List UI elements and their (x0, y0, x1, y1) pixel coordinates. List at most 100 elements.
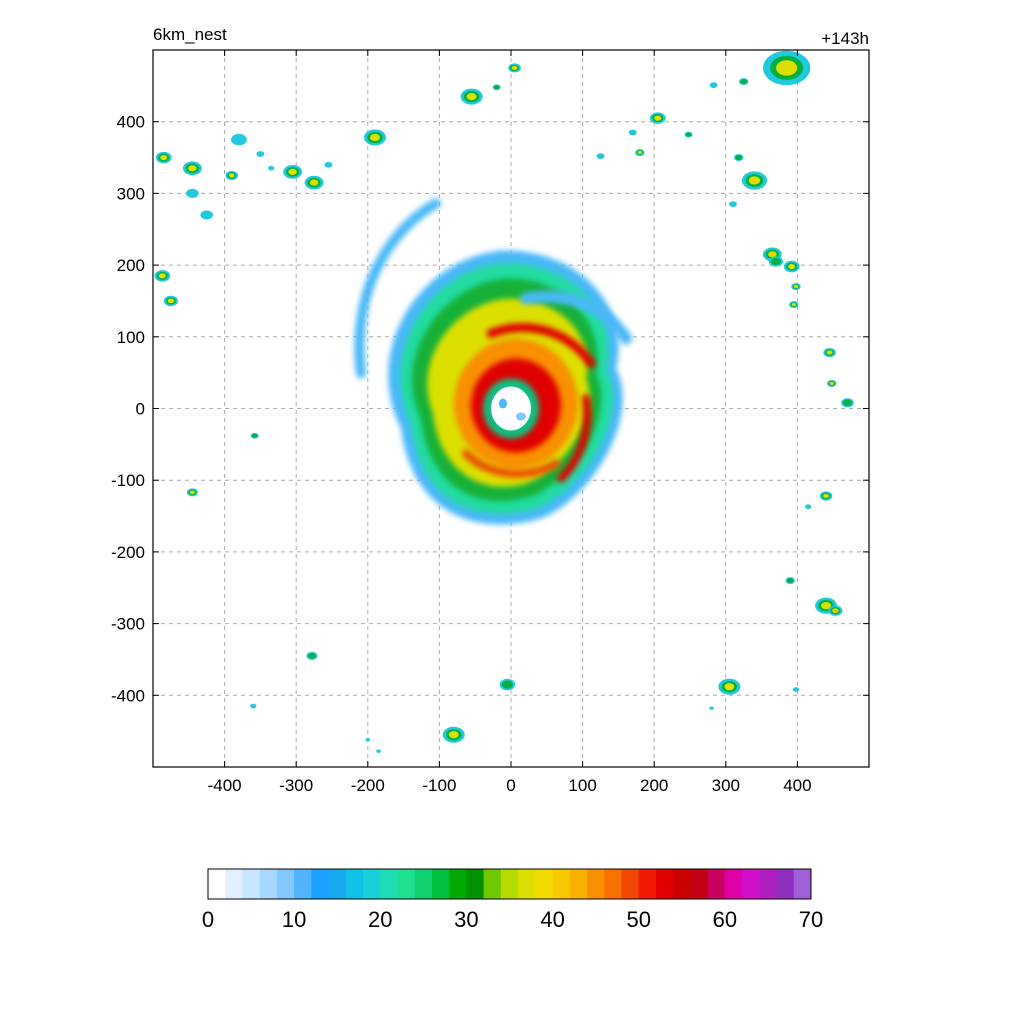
colorbar-swatch (724, 869, 743, 899)
east-spiral-band (557, 394, 592, 483)
cell-edge (628, 129, 637, 136)
colorbar-swatch (776, 869, 795, 899)
northeast-band (520, 290, 632, 345)
convective-cell (791, 283, 801, 291)
cell-mid (308, 653, 316, 659)
colorbar-swatch (742, 869, 760, 899)
eye-speckle (499, 398, 507, 409)
colorbar: 0 10 20 30 40 50 60 70 (202, 868, 823, 932)
colorbar-swatch (707, 869, 726, 899)
cell-core (769, 252, 775, 257)
cell-edge (365, 738, 371, 742)
colorbar-swatch (380, 869, 399, 899)
y-tick-label: 100 (117, 328, 145, 347)
y-tick-label: 300 (117, 184, 145, 203)
cell-mid (493, 85, 500, 90)
convective-cell (783, 260, 800, 273)
convective-cell (804, 504, 812, 510)
convective-cell (508, 63, 521, 73)
x-tick-label: 100 (568, 776, 596, 795)
cell-edge (729, 201, 737, 208)
convective-cell (324, 161, 333, 168)
colorbar-swatch (638, 869, 657, 899)
cell-inner (167, 298, 175, 304)
colorbar-swatch (311, 869, 330, 899)
title-left: 6km_nest (153, 25, 227, 44)
cell-inner (654, 115, 662, 121)
cell-mid (843, 399, 852, 406)
convective-cell (628, 129, 637, 136)
cell-inner (791, 302, 796, 307)
cell-edge (596, 153, 605, 159)
eye-speckle (516, 412, 526, 421)
cell-edge (324, 161, 333, 168)
convective-cell (365, 738, 371, 742)
colorbar-swatch (466, 869, 485, 899)
colorbar-swatch (535, 869, 554, 899)
colorbar-tick-label: 10 (282, 907, 306, 932)
convective-cell (819, 491, 833, 501)
convective-cell (649, 112, 666, 124)
y-tick-label: -200 (111, 543, 145, 562)
x-tick-label: -300 (279, 776, 313, 795)
cell-inner (826, 350, 833, 355)
cell-core (780, 63, 793, 73)
cell-inner (448, 731, 459, 739)
x-tick-label: -100 (422, 776, 456, 795)
cell-inner (829, 381, 834, 385)
convective-cell (492, 84, 501, 91)
convective-cell (256, 151, 265, 157)
colorbar-swatch (655, 869, 674, 899)
convective-cell (186, 488, 198, 497)
cell-edge (231, 133, 247, 146)
convective-cell (442, 726, 465, 743)
cell-inner (288, 168, 297, 175)
convective-cell (709, 82, 718, 89)
convective-cell (768, 256, 784, 267)
cell-core (823, 603, 829, 608)
cell-edge (200, 210, 214, 220)
x-tick-label: 200 (640, 776, 668, 795)
convective-cell (635, 149, 645, 156)
convective-cell (250, 703, 257, 709)
convective-cell (841, 398, 854, 408)
colorbar-swatch (449, 869, 467, 899)
cell-edge (792, 687, 800, 692)
cell-core (311, 180, 317, 185)
convective-cell (789, 301, 799, 308)
colorbar-swatch (431, 869, 450, 899)
convective-cell (283, 165, 303, 179)
cell-inner (637, 150, 643, 155)
convective-cell (155, 151, 172, 164)
colorbar-swatch (397, 869, 416, 899)
reflectivity-field (154, 50, 854, 753)
convective-cell (596, 153, 605, 159)
colorbar-swatch (483, 869, 502, 899)
convective-cell (182, 161, 202, 176)
convective-cell (250, 432, 259, 439)
x-tick-label: 0 (506, 776, 515, 795)
colorbar-swatch (259, 869, 278, 899)
colorbar-swatch (363, 869, 381, 899)
eye (491, 386, 531, 431)
cell-edge (709, 82, 718, 89)
cell-core (751, 178, 758, 183)
colorbar-swatch (569, 869, 588, 899)
cell-inner (466, 92, 477, 101)
cell-edge (804, 504, 812, 510)
cell-mid (735, 155, 742, 160)
convective-cell (785, 577, 795, 585)
cell-mid (685, 132, 692, 137)
colorbar-tick-label: 0 (202, 907, 214, 932)
cell-inner (158, 273, 166, 279)
cell-mid (501, 680, 513, 689)
colorbar-swatch (414, 869, 433, 899)
x-tick-label: 400 (783, 776, 811, 795)
convective-cell (729, 201, 737, 208)
south-spiral-band (462, 449, 560, 478)
colorbar-swatch (500, 869, 519, 899)
convective-cell (163, 295, 178, 307)
colorbar-tick-label: 50 (626, 907, 650, 932)
cell-core (789, 265, 794, 268)
convective-cells (154, 50, 854, 753)
